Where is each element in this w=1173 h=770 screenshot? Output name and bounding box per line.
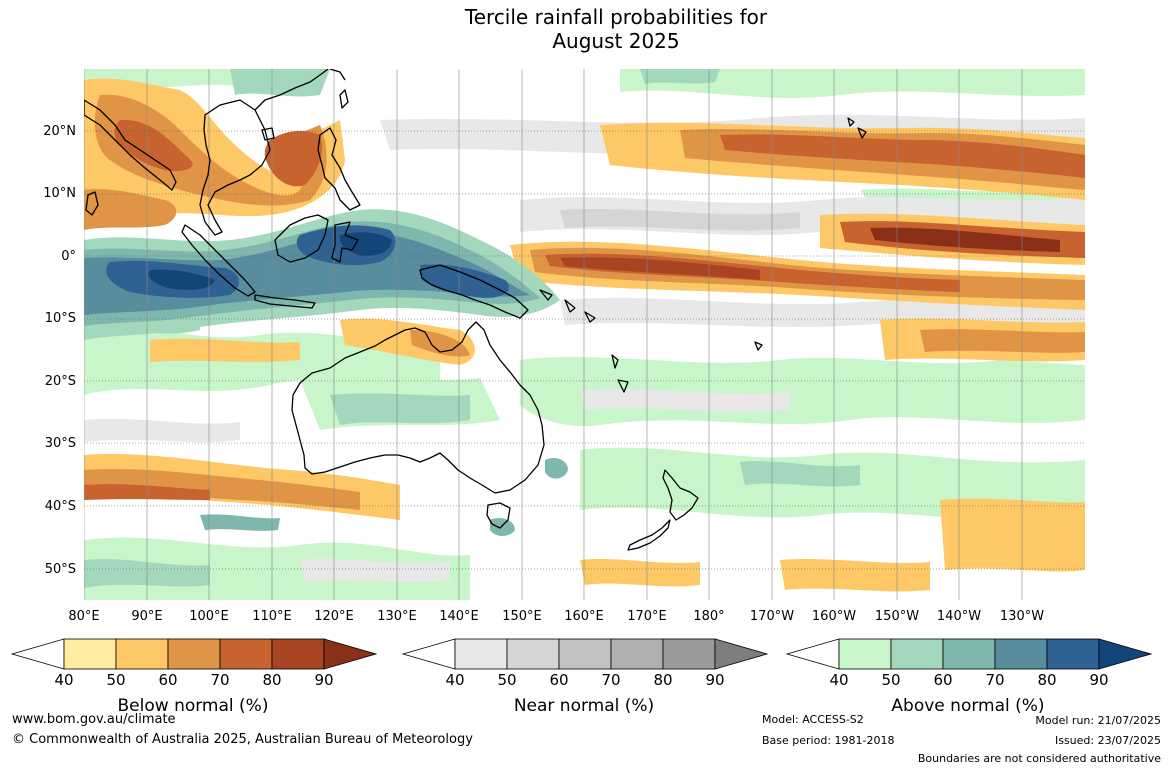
- model-name: Model: ACCESS-S2: [762, 713, 864, 726]
- above-tick-90: 90: [1089, 671, 1109, 689]
- sri-lanka-coastline: [85, 191, 99, 216]
- lon-label-130e: 130°E: [377, 609, 417, 624]
- map-title-line2: August 2025: [552, 29, 680, 53]
- near-tick-70: 70: [601, 671, 621, 689]
- below-tick-80: 80: [262, 671, 282, 689]
- lon-label-80e: 80°E: [68, 609, 100, 624]
- above-normal-title: Above normal (%): [891, 696, 1045, 716]
- lat-label-20n: 20°N: [43, 124, 76, 139]
- lon-label-150w: 150°W: [874, 609, 920, 624]
- lon-label-120e: 120°E: [314, 609, 354, 624]
- lat-label-10s: 10°S: [44, 311, 76, 326]
- lon-label-150e: 150°E: [502, 609, 542, 624]
- borneo-coastline: [274, 214, 329, 263]
- issued-date: Issued: 23/07/2025: [1054, 734, 1161, 747]
- above-tick-60: 60: [933, 671, 953, 689]
- map-title-line1: Tercile rainfall probabilities for: [464, 5, 768, 29]
- map-title: Tercile rainfall probabilities for Augus…: [0, 5, 1173, 53]
- lon-label-180: 180°: [693, 609, 725, 624]
- below-normal-title: Below normal (%): [117, 696, 269, 716]
- rainfall-probability-map: [84, 69, 1085, 600]
- near-tick-60: 60: [549, 671, 569, 689]
- coastlines: [84, 69, 867, 551]
- lon-label-90e: 90°E: [131, 609, 163, 624]
- lat-label-50s: 50°S: [44, 562, 76, 577]
- australia-coastline: [291, 321, 545, 494]
- near-tick-40: 40: [445, 671, 465, 689]
- copyright-text: © Commonwealth of Australia 2025, Austra…: [12, 732, 473, 747]
- lon-label-100e: 100°E: [189, 609, 229, 624]
- map-meridians: [84, 69, 1023, 600]
- above-tick-70: 70: [985, 671, 1005, 689]
- lon-label-140e: 140°E: [439, 609, 479, 624]
- near-tick-50: 50: [497, 671, 517, 689]
- map-gridlines: [84, 130, 1085, 570]
- boundaries-disclaimer: Boundaries are not considered authoritat…: [917, 752, 1161, 765]
- below-tick-90: 90: [314, 671, 334, 689]
- above-normal-maritime-areas: [84, 209, 560, 340]
- nz-south-island: [627, 519, 671, 551]
- sumatra-coastline: [181, 224, 256, 297]
- lon-label-110e: 110°E: [252, 609, 292, 624]
- tasmania-coastline: [486, 502, 511, 529]
- above-normal-colorbar: [785, 638, 1153, 670]
- above-tick-80: 80: [1037, 671, 1057, 689]
- new-guinea-coastline: [419, 264, 529, 319]
- lon-label-160e: 160°E: [564, 609, 604, 624]
- java-coastline: [254, 294, 316, 309]
- china-coastline: [254, 69, 329, 111]
- indochina-coastline: [199, 99, 271, 236]
- below-tick-70: 70: [210, 671, 230, 689]
- lat-label-0: 0°: [61, 249, 76, 264]
- taiwan-coastline: [339, 89, 349, 109]
- lat-label-20s: 20°S: [44, 374, 76, 389]
- above-tick-50: 50: [881, 671, 901, 689]
- lon-label-130w: 130°W: [999, 609, 1045, 624]
- lat-label-10n: 10°N: [43, 186, 76, 201]
- nz-north-island: [662, 469, 699, 521]
- below-normal-colorbar: [10, 638, 378, 670]
- lon-label-170w: 170°W: [749, 609, 795, 624]
- lon-label-140w: 140°W: [936, 609, 982, 624]
- lon-label-160w: 160°W: [811, 609, 857, 624]
- below-normal-areas: [84, 78, 1085, 592]
- philippines-coastline: [317, 127, 361, 211]
- lat-label-30s: 30°S: [44, 436, 76, 451]
- website-link[interactable]: www.bom.gov.au/climate: [12, 712, 176, 727]
- below-tick-40: 40: [54, 671, 74, 689]
- base-period: Base period: 1981-2018: [762, 734, 895, 747]
- india-coastline: [84, 99, 177, 191]
- near-tick-90: 90: [705, 671, 725, 689]
- near-tick-80: 80: [653, 671, 673, 689]
- below-tick-50: 50: [106, 671, 126, 689]
- near-normal-title: Near normal (%): [513, 696, 655, 716]
- below-tick-60: 60: [158, 671, 178, 689]
- model-run-date: Model run: 21/07/2025: [1035, 714, 1161, 727]
- lat-label-40s: 40°S: [44, 499, 76, 514]
- near-normal-colorbar: [401, 638, 769, 670]
- above-tick-40: 40: [829, 671, 849, 689]
- sulawesi-coastline: [331, 221, 359, 263]
- lon-label-170e: 170°E: [627, 609, 667, 624]
- hainan-coastline: [261, 127, 275, 141]
